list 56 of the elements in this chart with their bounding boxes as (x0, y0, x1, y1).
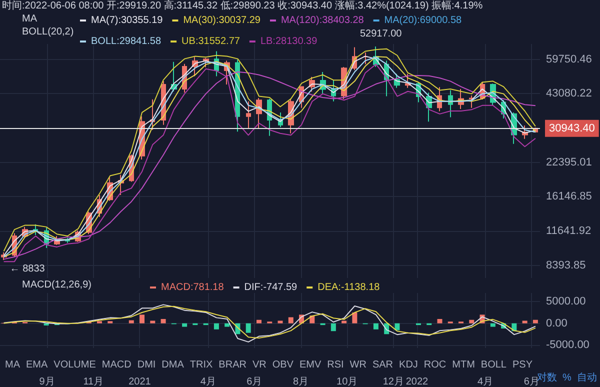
text: MA (22, 14, 38, 24)
text: OBV (272, 360, 294, 370)
x-tick-label: 2022 (406, 376, 429, 387)
legend-label: MACD:781.18 (161, 282, 224, 293)
text: EMA (26, 360, 48, 370)
text: PSY (512, 360, 533, 370)
text: 时间:2022-06-06 08:00 开:29919.20 高:31145.32 低:29890.23 收:30943.40 涨幅:3.42%(1024.19) 振幅:4.19% (2, 0, 483, 12)
text: ROC (424, 360, 446, 370)
x-tick-label: 12月 (382, 376, 404, 387)
legend-label: DIF:-747.59 (244, 282, 298, 293)
legend-label: BOLL:29841.58 (91, 36, 162, 47)
text: 52917.00 (360, 28, 402, 40)
y-tick-label: 22395.01 (546, 156, 592, 168)
x-tick-label: 4月 (200, 376, 216, 387)
legend-label: DEA:-1138.18 (318, 282, 380, 293)
legend-label: MA(120):38403.28 (280, 15, 364, 26)
y-tick-label: -5000.00 (546, 338, 590, 351)
text: DMI (137, 360, 156, 370)
text: WR (350, 360, 366, 370)
text: MACD (102, 360, 132, 370)
y-tick-label: 16146.85 (546, 190, 592, 203)
legend-label: MA(30):30037.29 (183, 15, 261, 26)
text: VOLUME (54, 360, 96, 370)
text: KDJ (399, 360, 418, 370)
x-tick-label: 4月 (478, 376, 494, 387)
y-tick-label: 43080.22 (546, 88, 592, 100)
text: MA (5, 360, 20, 370)
text: BRAR (218, 360, 246, 370)
text: MTM (452, 360, 475, 370)
text: SAR (372, 360, 394, 370)
annotation: ← 8833 (10, 263, 46, 274)
ref-line-label: 30943.40 (549, 122, 595, 134)
legend-label: MA(7):30355.19 (91, 15, 164, 26)
x-tick-label: 11月 (83, 376, 104, 387)
x-tick-label: 6月 (246, 376, 262, 387)
text: EMV (299, 360, 322, 370)
x-tick-label: 2021 (128, 376, 152, 387)
text: MACD(12,26,9) (22, 280, 92, 290)
legend-label: MA(20):69000.58 (384, 15, 462, 26)
text: 对数 % 自动 (536, 372, 598, 384)
x-tick-label: 9月 (39, 376, 55, 387)
y-tick-label: 11641.92 (546, 224, 592, 237)
legend-label: UB:31552.77 (182, 36, 240, 47)
text: VR (252, 360, 266, 370)
x-tick-label: 8月 (292, 376, 309, 387)
y-tick-label: 8393.85 (546, 259, 586, 272)
text: BOLL (480, 360, 507, 370)
text: RSI (327, 360, 344, 370)
text: BOLL(20,2) (22, 26, 74, 38)
y-tick-label: 0.00 (546, 317, 568, 330)
text: DMA (162, 360, 184, 370)
legend-label: LB:28130.39 (260, 36, 318, 47)
y-tick-label: 59750.46 (546, 53, 592, 66)
y-tick-label: 5000.00 (546, 296, 586, 308)
x-tick-label: 10月 (336, 376, 358, 387)
text: TRIX (190, 360, 214, 370)
